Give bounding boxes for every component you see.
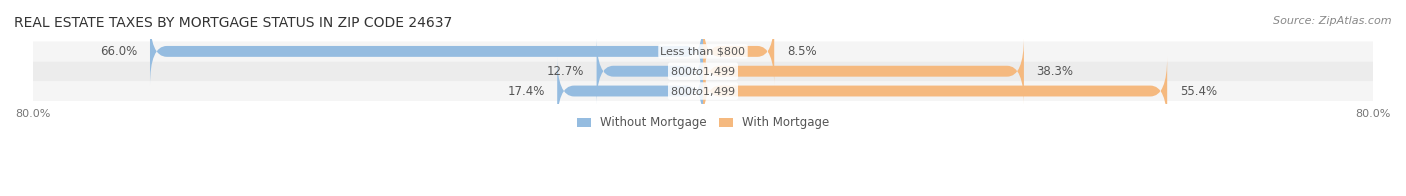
FancyBboxPatch shape: [150, 17, 703, 86]
Text: 55.4%: 55.4%: [1180, 84, 1216, 98]
Text: 17.4%: 17.4%: [508, 84, 544, 98]
Text: 38.3%: 38.3%: [1036, 65, 1073, 78]
FancyBboxPatch shape: [703, 57, 1167, 125]
FancyBboxPatch shape: [557, 57, 703, 125]
Legend: Without Mortgage, With Mortgage: Without Mortgage, With Mortgage: [572, 112, 834, 134]
Text: 66.0%: 66.0%: [100, 45, 138, 58]
Text: $800 to $1,499: $800 to $1,499: [671, 65, 735, 78]
FancyBboxPatch shape: [32, 61, 1374, 81]
Text: Less than $800: Less than $800: [661, 46, 745, 56]
Text: Source: ZipAtlas.com: Source: ZipAtlas.com: [1274, 16, 1392, 26]
FancyBboxPatch shape: [596, 37, 703, 105]
Text: 8.5%: 8.5%: [787, 45, 817, 58]
FancyBboxPatch shape: [703, 37, 1024, 105]
Text: REAL ESTATE TAXES BY MORTGAGE STATUS IN ZIP CODE 24637: REAL ESTATE TAXES BY MORTGAGE STATUS IN …: [14, 16, 453, 30]
FancyBboxPatch shape: [703, 17, 775, 86]
Text: 12.7%: 12.7%: [547, 65, 583, 78]
FancyBboxPatch shape: [32, 81, 1374, 101]
FancyBboxPatch shape: [32, 42, 1374, 61]
Text: $800 to $1,499: $800 to $1,499: [671, 84, 735, 98]
